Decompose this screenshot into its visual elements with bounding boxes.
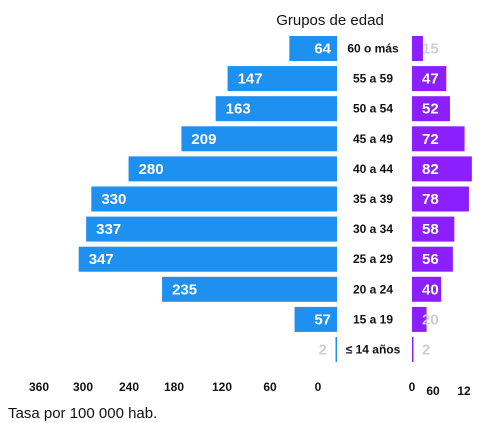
value-label-right-3: 72 [422, 131, 439, 148]
tick-left-0: 360 [29, 380, 49, 394]
left-series-bars [78, 36, 338, 362]
bar-right-3 [412, 126, 465, 152]
bar-right-5 [412, 186, 469, 212]
tick-right-0: 0 [409, 380, 416, 394]
bar-left-7 [78, 246, 337, 272]
category-label-4: 40 a 44 [353, 162, 393, 176]
tick-left-2: 240 [119, 380, 139, 394]
bar-right-7 [412, 246, 453, 272]
category-label-7: 25 a 29 [353, 252, 393, 266]
value-label-right-0: 15 [422, 41, 439, 58]
value-label-left-6: 337 [96, 221, 121, 238]
value-label-left-3: 209 [191, 131, 216, 148]
value-label-left-4: 280 [139, 161, 164, 178]
bar-left-6 [86, 216, 337, 242]
category-labels: 60 o más 55 a 59 50 a 54 45 a 49 40 a 44 35 a… [346, 42, 401, 357]
bar-right-4 [412, 156, 472, 182]
axis-tick-labels: 360 300 240 180 120 60 0 0 60 12 [29, 380, 471, 398]
bar-left-9 [294, 306, 337, 332]
bar-left-1 [227, 66, 337, 92]
chart-title: Grupos de edad [276, 12, 384, 29]
right-series-bars [412, 36, 472, 362]
category-label-0: 60 o más [347, 42, 399, 56]
x-axis-label: Tasa por 100 000 hab. [8, 405, 157, 422]
tick-left-4: 120 [212, 380, 232, 394]
tick-right-1: 60 [426, 384, 440, 398]
tick-left-6: 0 [315, 380, 322, 394]
value-label-right-2: 52 [422, 101, 439, 118]
category-label-2: 50 a 54 [353, 102, 393, 116]
bar-right-6 [412, 216, 455, 242]
bar-left-8 [162, 276, 337, 302]
value-label-left-8: 235 [172, 281, 197, 298]
value-label-left-5: 330 [101, 191, 126, 208]
bar-left-2 [215, 96, 337, 122]
bar-right-10 [412, 337, 414, 362]
category-label-10: ≤ 14 años [346, 343, 401, 357]
category-label-5: 35 a 39 [353, 192, 393, 206]
value-label-left-1: 147 [238, 71, 263, 88]
bar-right-8 [412, 276, 442, 302]
tick-left-3: 180 [164, 380, 184, 394]
bar-left-10 [335, 337, 337, 362]
bar-right-0 [412, 36, 423, 61]
category-label-1: 55 a 59 [353, 72, 393, 86]
value-label-right-9: 20 [422, 311, 439, 328]
value-label-left-9: 57 [314, 311, 331, 328]
category-label-3: 45 a 49 [353, 132, 393, 146]
value-label-right-6: 58 [422, 221, 439, 238]
value-labels: 64 15 147 47 163 52 209 72 280 82 330 78 337 58 347 56 2… [89, 41, 439, 359]
value-label-right-10: 2 [422, 342, 430, 359]
category-label-9: 15 a 19 [353, 312, 393, 326]
value-label-right-8: 40 [422, 281, 439, 298]
value-label-left-7: 347 [89, 251, 114, 268]
bar-right-1 [412, 66, 447, 92]
category-label-6: 30 a 34 [353, 222, 393, 236]
value-label-right-4: 82 [422, 161, 439, 178]
tick-right-2: 12 [457, 384, 471, 398]
bar-left-3 [181, 126, 337, 152]
value-label-left-2: 163 [226, 101, 251, 118]
value-label-left-0: 64 [314, 41, 331, 58]
value-label-right-5: 78 [422, 191, 439, 208]
bar-left-0 [289, 36, 337, 61]
value-label-left-10: 2 [319, 342, 327, 359]
tick-left-5: 60 [263, 380, 277, 394]
bar-left-5 [91, 186, 338, 212]
tick-left-1: 300 [73, 380, 93, 394]
bar-left-4 [128, 156, 337, 182]
value-label-right-1: 47 [422, 71, 439, 88]
bar-right-2 [412, 96, 450, 122]
value-label-right-7: 56 [422, 251, 439, 268]
bar-right-9 [412, 306, 427, 332]
category-label-8: 20 a 24 [353, 282, 393, 296]
